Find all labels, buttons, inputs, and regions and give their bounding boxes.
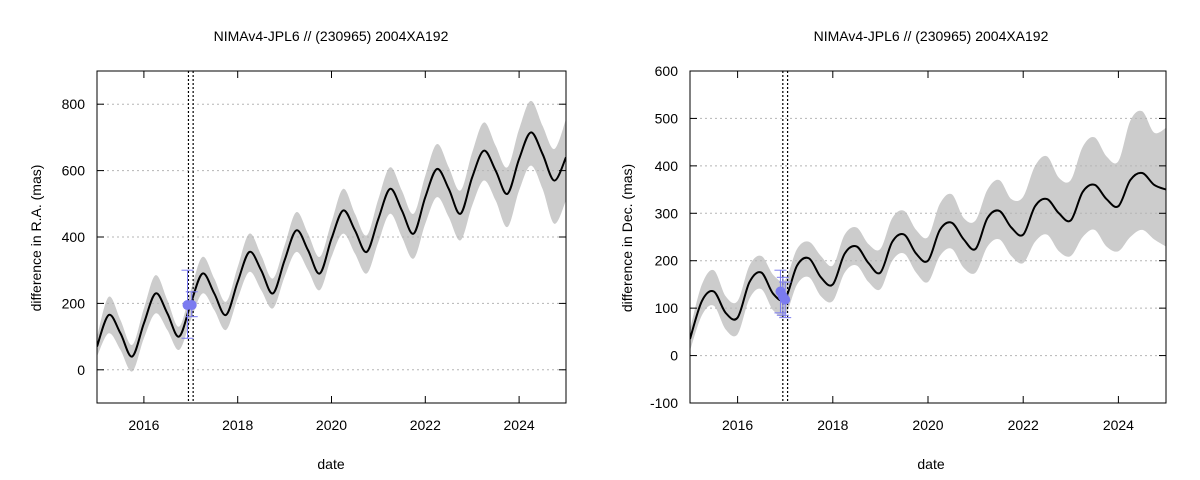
y-tick-label: 0 (77, 362, 85, 378)
y-tick-label: 500 (655, 110, 679, 126)
difference-line (97, 131, 566, 358)
difference-line (690, 171, 1166, 340)
x-tick-label: 2020 (316, 417, 347, 433)
dec-chart: NIMAv4-JPL6 // (230965) 2004XA192 date d… (619, 28, 1167, 472)
x-tick-label: 2024 (504, 417, 535, 433)
x-tick-label: 2016 (722, 417, 753, 433)
y-tick-label: 300 (655, 205, 679, 221)
y-tick-label: 0 (670, 348, 678, 364)
chart-title: NIMAv4-JPL6 // (230965) 2004XA192 (814, 28, 1049, 44)
y-tick-label: 400 (655, 158, 679, 174)
y-tick-label: 800 (62, 96, 86, 112)
y-tick-label: 400 (62, 229, 86, 245)
y-tick-label: 200 (62, 295, 86, 311)
x-tick-label: 2024 (1103, 417, 1134, 433)
plot-area: -100 0 100 200 300 400 500 600 2016 2018 2020 2022 2… (650, 63, 1167, 433)
x-tick-label: 2016 (128, 417, 159, 433)
y-tick-label: 600 (655, 63, 679, 79)
x-axis-label: date (317, 456, 344, 472)
y-axis-label: difference in R.A. (mas) (28, 165, 44, 312)
plot-area: 0 200 400 600 800 2016 2018 2020 2022 2024 (62, 70, 567, 433)
y-tick-label: 600 (62, 163, 86, 179)
observation-point (186, 300, 197, 311)
x-tick-label: 2020 (912, 417, 943, 433)
plot-content (97, 71, 566, 403)
uncertainty-band (690, 110, 1166, 351)
ra-chart: NIMAv4-JPL6 // (230965) 2004XA192 date d… (28, 28, 567, 472)
x-tick-label: 2022 (410, 417, 441, 433)
x-tick-label: 2018 (817, 417, 848, 433)
y-axis-label: difference in Dec. (mas) (619, 164, 635, 312)
chart-title: NIMAv4-JPL6 // (230965) 2004XA192 (214, 28, 449, 44)
x-tick-label: 2022 (1008, 417, 1039, 433)
observation-point (780, 294, 791, 305)
x-tick-label: 2018 (222, 417, 253, 433)
y-tick-label: -100 (650, 395, 678, 411)
y-tick-label: 200 (655, 253, 679, 269)
x-axis-label: date (917, 456, 944, 472)
plot-content (690, 71, 1166, 403)
y-tick-label: 100 (655, 300, 679, 316)
